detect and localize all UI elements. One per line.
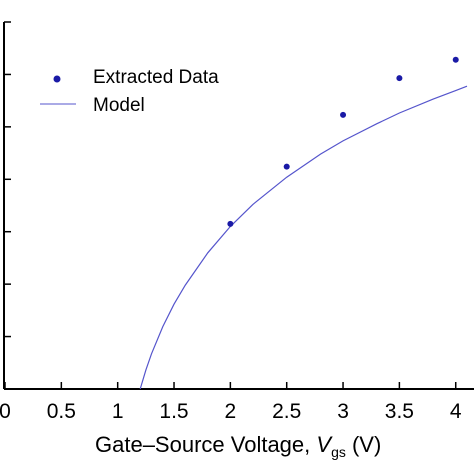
- legend-label-model: Model: [93, 95, 145, 116]
- x-axis-label-prefix: Gate–Source Voltage,: [95, 432, 316, 457]
- data-point: [396, 75, 403, 82]
- x-axis-label-subscript: gs: [331, 444, 346, 460]
- data-point: [283, 163, 290, 170]
- x-tick-label: 0.5: [47, 400, 76, 423]
- x-tick-label: 2.5: [272, 400, 301, 423]
- x-tick-label: 3.5: [385, 400, 414, 423]
- plot-marks: [139, 56, 468, 390]
- data-point: [340, 111, 347, 118]
- x-tick-label: 0: [0, 400, 11, 423]
- tick-labels: 0 0.5 1 1.5 2 2.5 3 3.5 4: [0, 400, 462, 423]
- data-point: [452, 56, 459, 63]
- legend-marker-extracted-data: [53, 75, 61, 83]
- x-tick-label: 1.5: [159, 400, 188, 423]
- data-point: [227, 220, 234, 227]
- x-axis-label-unit: (V): [346, 432, 381, 457]
- plot-axes: [3, 21, 474, 390]
- x-tick-label: 2: [225, 400, 237, 423]
- legend: Extracted Data Model: [40, 67, 219, 116]
- model-line: [139, 85, 468, 390]
- legend-label-extracted-data: Extracted Data: [93, 67, 219, 88]
- x-tick-label: 1: [112, 400, 124, 423]
- x-tick-label: 3: [337, 400, 349, 423]
- x-tick-label: 4: [450, 400, 462, 423]
- x-axis-label-symbol: V: [316, 432, 333, 457]
- x-axis-label: Gate–Source Voltage, Vgs (V): [95, 432, 381, 460]
